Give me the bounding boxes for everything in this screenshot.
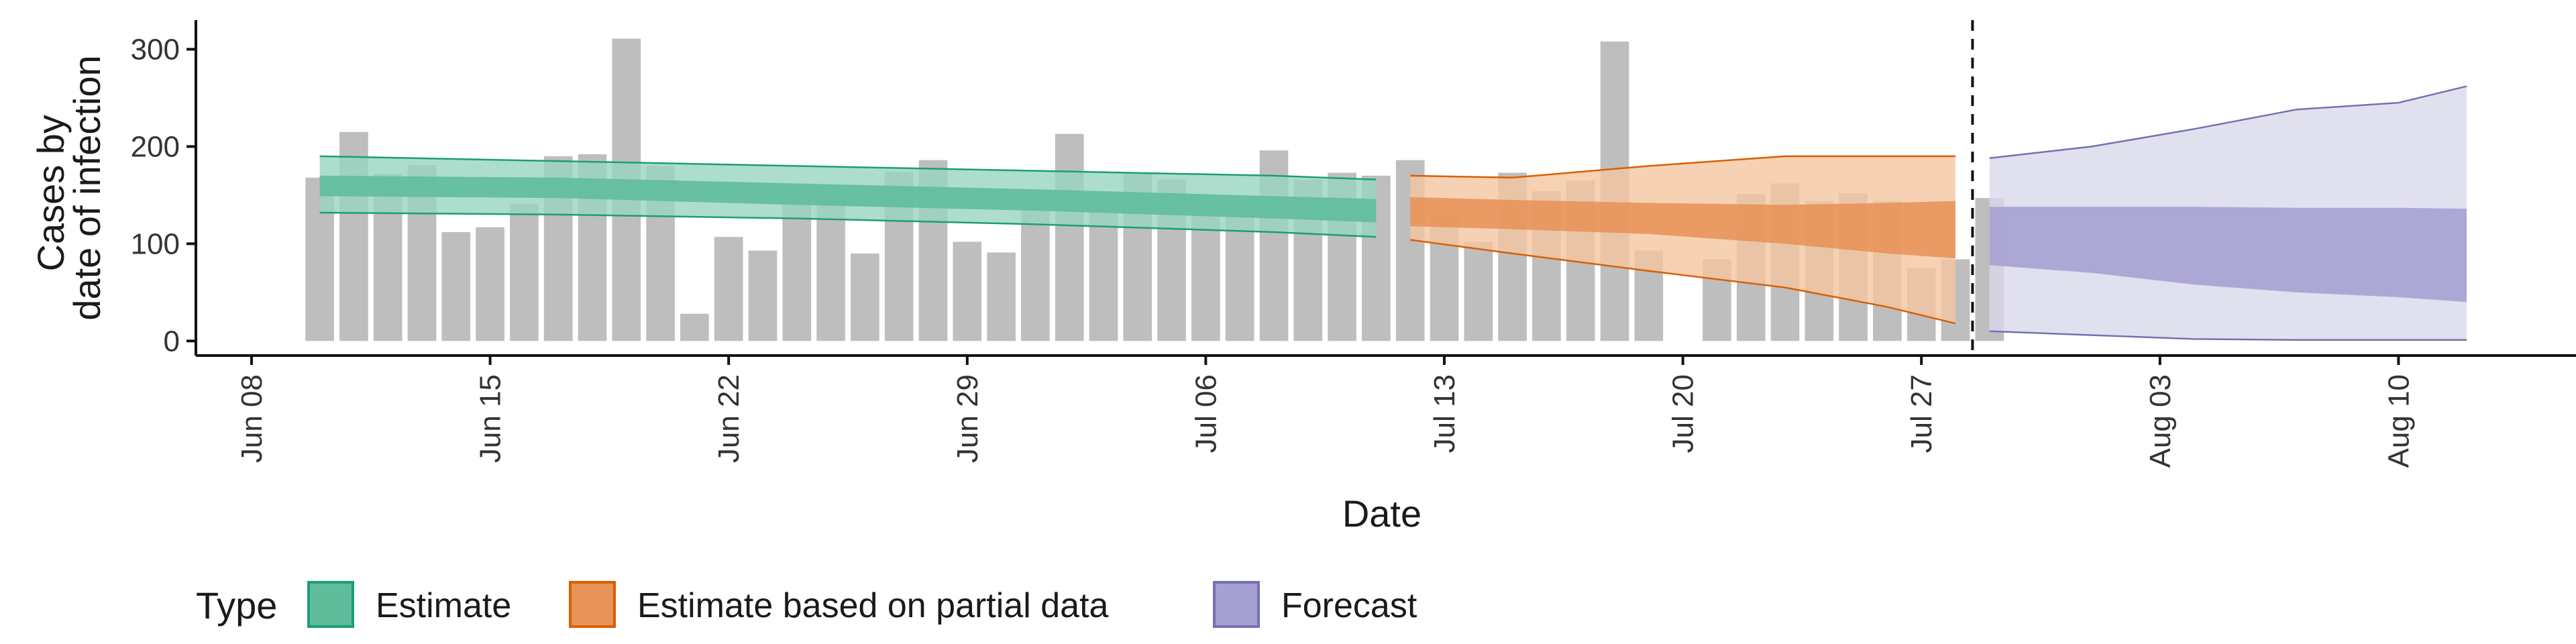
ribbon-outer-lower-edge <box>1989 330 2467 341</box>
x-tick-label: Aug 10 <box>2382 374 2415 468</box>
legend-item: Estimate based on partial data <box>569 581 1109 628</box>
ribbon-inner <box>319 175 1377 223</box>
bar <box>510 203 539 341</box>
x-tick-label: Jul 27 <box>1905 374 1938 453</box>
x-tick-label: Jun 08 <box>235 374 268 463</box>
y-tick-label: 300 <box>131 33 180 66</box>
ribbon-inner <box>1989 207 2467 303</box>
ribbon-inner <box>1410 197 1955 259</box>
x-ticks: Jun 08 Jun 15 Jun 22 Jun 29 Jul 06 Jul 13 Jul … <box>235 356 2415 468</box>
ribbons-layer <box>319 85 2467 341</box>
legend-swatch <box>1213 581 1260 628</box>
bar <box>714 237 743 341</box>
y-axis-title-line-1: Cases by <box>30 115 72 271</box>
bar <box>441 231 471 341</box>
bar <box>987 252 1016 341</box>
x-tick-label: Jun 15 <box>474 374 507 463</box>
ribbon-outer <box>1410 156 1955 324</box>
bar <box>1191 213 1220 341</box>
legend-label: Forecast <box>1281 586 1417 625</box>
legend-items: Estimate Estimate based on partial data Fo… <box>307 581 1417 628</box>
bar <box>1055 133 1084 341</box>
ribbon-outer-upper-edge <box>319 155 1377 180</box>
bar <box>680 313 709 341</box>
bar <box>748 250 777 341</box>
x-tick-label: Jul 20 <box>1667 374 1700 453</box>
x-tick-label: Aug 03 <box>2144 374 2177 468</box>
ribbon-outer-upper-edge <box>1410 155 1955 179</box>
ribbon-outer-lower-edge <box>1410 239 1956 325</box>
legend-swatch <box>569 581 616 628</box>
legend-title: Type <box>196 584 277 627</box>
x-tick-label: Jul 06 <box>1189 374 1222 453</box>
y-tick-label: 0 <box>164 325 180 358</box>
x-axis-title: Date <box>1342 492 1421 535</box>
bar <box>476 227 504 341</box>
series-1 <box>1410 155 1956 325</box>
legend-label: Estimate <box>376 586 511 625</box>
y-tick-label: 200 <box>131 130 180 163</box>
series-2 <box>1989 85 2467 341</box>
ribbon-outer-upper-edge <box>1989 85 2467 160</box>
bar <box>1464 241 1493 341</box>
y-axis-title-line-2: date of infection <box>66 55 108 320</box>
legend-swatch <box>307 581 354 628</box>
y-tick-label: 100 <box>131 227 180 260</box>
y-axis-title: Cases by date of infection <box>30 55 108 320</box>
y-ticks: 0 100 200 300 <box>131 33 196 358</box>
series-0 <box>319 155 1377 238</box>
bar <box>851 253 879 341</box>
bar <box>953 241 982 341</box>
legend: Type Estimate Estimate based on partial d… <box>196 581 1417 628</box>
x-tick-label: Jun 22 <box>712 374 745 463</box>
legend-item: Forecast <box>1213 581 1417 628</box>
legend-item: Estimate <box>307 581 511 628</box>
bar <box>1225 211 1254 341</box>
axes: 0 100 200 300 Jun 08 Jun 15 Jun 22 Jun 29 Jul 0… <box>131 20 2576 468</box>
ribbon-outer-lower-edge <box>319 211 1377 238</box>
x-tick-label: Jun 29 <box>951 374 984 463</box>
x-tick-label: Jul 13 <box>1428 374 1461 453</box>
legend-label: Estimate based on partial data <box>637 586 1109 625</box>
